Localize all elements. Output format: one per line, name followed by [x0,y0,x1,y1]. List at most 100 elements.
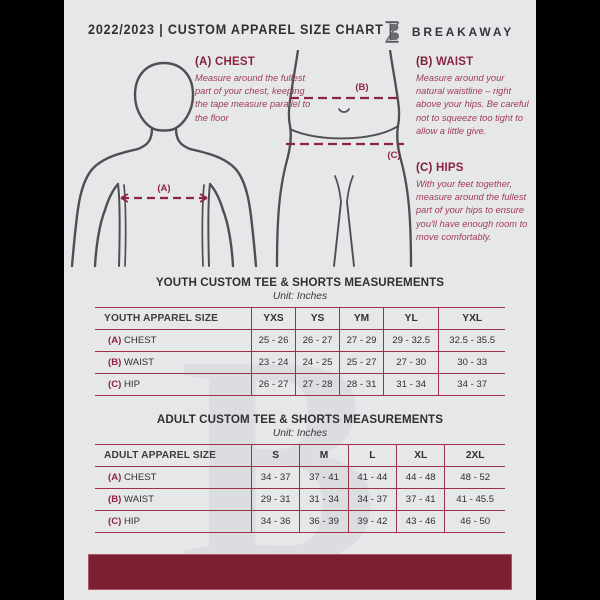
table-cell: 44 - 48 [396,466,446,489]
youth-column-header-yl: YL [382,307,440,330]
callout-waist-name: WAIST [435,56,474,68]
table-cell: 48 - 52 [444,466,505,489]
table-cell: 36 - 39 [299,510,349,533]
adult-row-label-chest: (A) CHEST [95,466,252,489]
callout-chest: (A) CHEST Measure around the fullest par… [195,56,315,125]
table-cell: 32.5 - 35.5 [438,329,505,352]
row-tag: (C) [108,379,122,390]
measurement-diagram: (A) (B) [64,50,536,272]
table-row: (C) HIP 26 - 27 27 - 28 28 - 31 31 - 34 34 - … [95,373,505,396]
callout-waist-body: Measure around your natural waistline – … [416,73,529,136]
table-cell: 34 - 37 [438,373,505,396]
table-cell: 29 - 31 [250,488,301,511]
table-cell: 27 - 28 [295,373,340,396]
callout-waist-tag: (B) [416,56,433,68]
callout-hips-title: (C) HIPS [416,162,532,174]
table-cell: 34 - 36 [250,510,301,533]
youth-row-label-waist: (B) WAIST [95,351,252,374]
table-cell: 29 - 32.5 [382,329,440,352]
table-cell: 31 - 34 [382,373,440,396]
adult-column-header-m: M [299,444,349,467]
table-row: (B) WAIST 23 - 24 24 - 25 25 - 27 27 - 30 30 … [95,351,505,374]
table-cell: 25 - 26 [251,329,296,352]
footer-bar [88,554,512,590]
table-cell: 43 - 46 [396,510,446,533]
callout-chest-title: (A) CHEST [195,56,315,68]
callout-hips-body: With your feet together, measure around … [416,179,528,242]
youth-table-header-row: YOUTH APPAREL SIZE YXS YS YM YL YXL [95,307,505,330]
table-cell: 46 - 50 [444,510,505,533]
callout-waist: (B) WAIST Measure around your natural wa… [416,56,532,138]
adult-column-header-l: L [347,444,398,467]
table-cell: 39 - 42 [347,510,398,533]
waist-marker-label: (B) [355,82,368,93]
adult-row-label-hip: (C) HIP [95,510,252,533]
youth-section-unit: Unit: Inches [272,291,328,302]
youth-row-label-chest: (A) CHEST [95,329,252,352]
body-figures-svg: (A) (B) [70,50,413,268]
chest-marker-label: (A) [157,183,170,194]
size-chart-page: B 2022/2023 | CUSTOM APPAREL SIZE CHART … [64,0,536,600]
adult-apparel-size-header: ADULT APPAREL SIZE [95,444,252,467]
row-tag: (A) [108,472,122,483]
brand-block: BREAKAWAY [382,20,514,44]
row-label: HIP [121,379,140,390]
adult-table-header-row: ADULT APPAREL SIZE S M L XL 2XL [95,444,505,467]
hips-measure-line: (C) [286,142,404,161]
row-tag: (B) [108,357,122,368]
table-row: (A) CHEST 34 - 37 37 - 41 41 - 44 44 - 48 48 … [95,466,505,489]
callout-hips: (C) HIPS With your feet together, measur… [416,162,532,244]
callout-waist-title: (B) WAIST [416,56,532,68]
row-label: WAIST [121,494,155,505]
row-label: HIP [121,516,140,527]
table-cell: 30 - 33 [438,351,505,374]
table-cell: 23 - 24 [251,351,296,374]
callout-hips-name: HIPS [435,162,464,174]
youth-column-header-yxl: YXL [438,307,505,330]
row-label: CHEST [121,335,157,346]
upper-body-figure [70,61,258,268]
row-label: WAIST [121,357,155,368]
callout-hips-tag: (C) [416,162,433,174]
table-cell: 37 - 41 [299,466,349,489]
table-cell: 37 - 41 [396,488,446,511]
table-cell: 24 - 25 [295,351,340,374]
hips-marker-label: (C) [387,150,400,161]
table-cell: 27 - 30 [382,351,440,374]
adult-section-unit: Unit: Inches [272,428,328,439]
callout-chest-name: CHEST [214,56,255,68]
table-cell: 34 - 37 [250,466,301,489]
waist-measure-line: (B) [290,82,398,100]
chest-measure-line: (A) [120,183,208,203]
table-cell: 27 - 29 [339,329,384,352]
adult-row-label-waist: (B) WAIST [95,488,252,511]
youth-column-header-yxs: YXS [251,307,296,330]
table-row: (C) HIP 34 - 36 36 - 39 39 - 42 43 - 46 46 - … [95,510,505,533]
youth-size-table: YOUTH APPAREL SIZE YXS YS YM YL YXL (A) CHEST 2… [95,307,505,396]
brand-name: BREAKAWAY [411,25,514,39]
table-cell: 26 - 27 [295,329,340,352]
adult-column-header-2xl: 2XL [444,444,505,467]
youth-section-title: YOUTH CUSTOM TEE & SHORTS MEASUREMENTS [155,276,445,289]
adult-size-table: ADULT APPAREL SIZE S M L XL 2XL (A) CHEST 34 - … [95,444,505,533]
youth-table-body: YOUTH APPAREL SIZE YXS YS YM YL YXL (A) CHEST 2… [95,307,505,396]
row-label: CHEST [121,472,157,483]
table-row: (A) CHEST 25 - 26 26 - 27 27 - 29 29 - 32.5 3… [95,329,505,352]
row-tag: (B) [108,494,122,505]
breakaway-b-monogram-icon [382,20,403,44]
adult-column-header-xl: XL [396,444,446,467]
callout-chest-tag: (A) [195,56,212,68]
row-tag: (A) [108,335,122,346]
table-cell: 31 - 34 [299,488,349,511]
youth-column-header-ym: YM [339,307,384,330]
youth-apparel-size-header: YOUTH APPAREL SIZE [95,307,252,330]
row-tag: (C) [108,516,122,527]
adult-column-header-s: S [250,444,301,467]
table-cell: 28 - 31 [339,373,384,396]
table-cell: 25 - 27 [339,351,384,374]
table-cell: 41 - 44 [347,466,398,489]
youth-row-label-hip: (C) HIP [95,373,252,396]
page-header: 2022/2023 | CUSTOM APPAREL SIZE CHART BR… [64,20,536,46]
callout-chest-body: Measure around the fullest part of your … [195,73,311,123]
table-cell: 41 - 45.5 [444,488,505,511]
